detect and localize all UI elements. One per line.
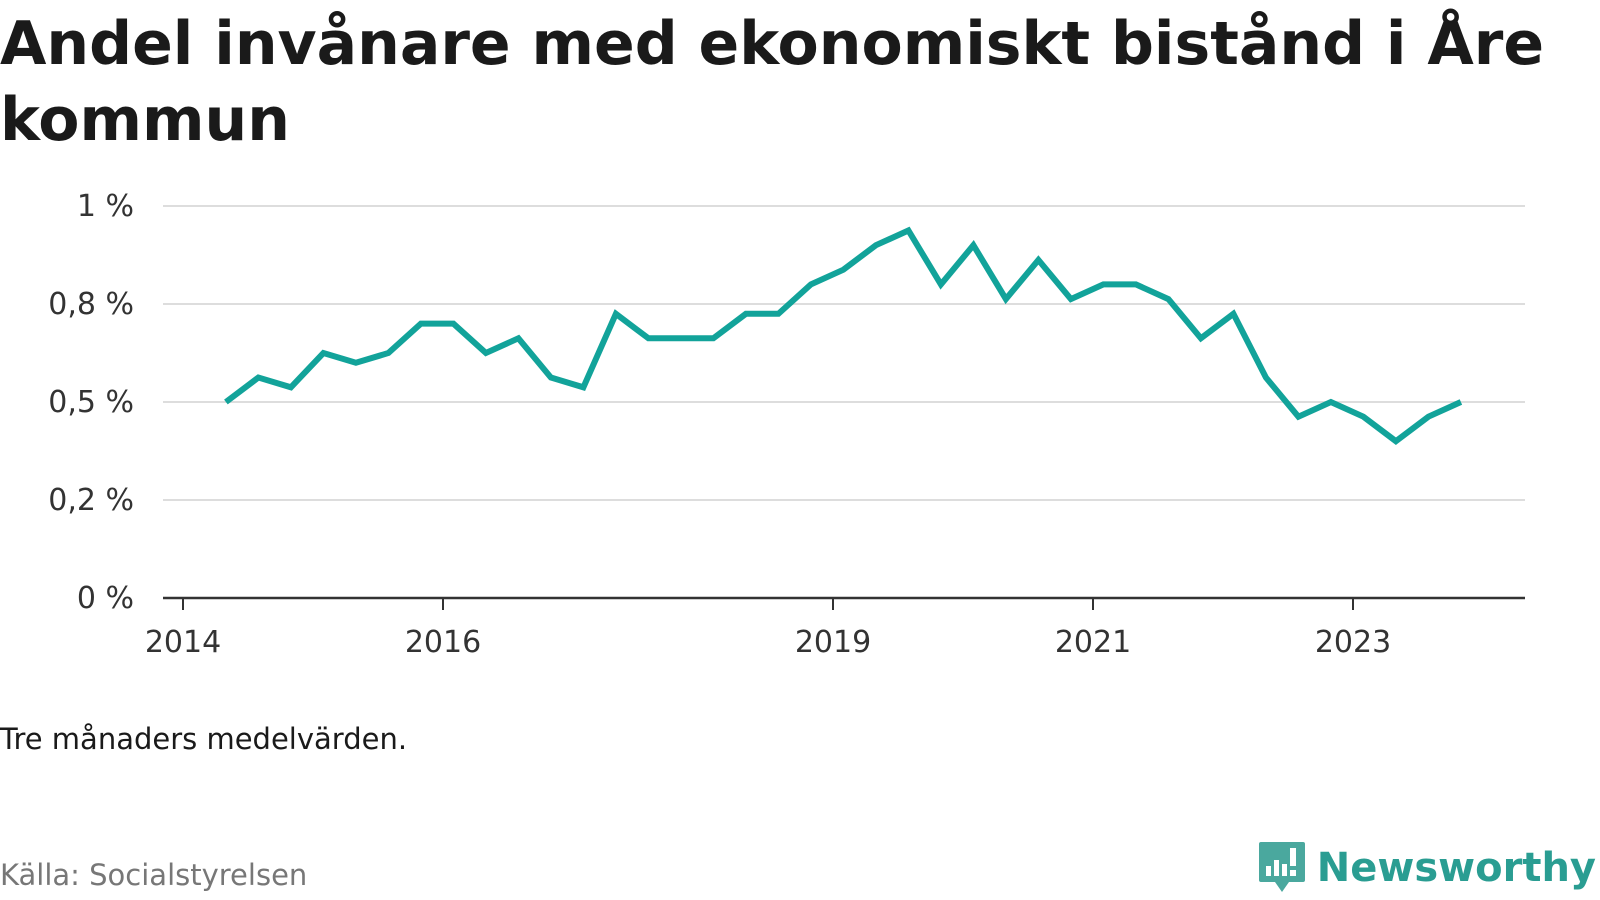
- x-axis: 2014 2016 2019 2021 2023: [145, 596, 1525, 660]
- brand-name: Newsworthy: [1316, 845, 1596, 891]
- x-tick-label: 2019: [795, 625, 871, 660]
- chart-note: Tre månaders medelvärden.: [0, 722, 408, 756]
- y-tick-label: 1 %: [77, 189, 134, 224]
- series-layer: [224, 226, 1463, 445]
- x-tick-label: 2014: [145, 625, 221, 660]
- chart-title: Andel invånare med ekonomiskt bistånd i …: [0, 9, 1545, 155]
- x-tick-label: 2016: [405, 625, 481, 660]
- x-tick-label: 2023: [1315, 625, 1391, 660]
- y-tick-label: 0,2 %: [48, 483, 134, 518]
- x-tick-label: 2021: [1055, 625, 1131, 660]
- grid-lines: [163, 205, 1525, 501]
- y-tick-label: 0,8 %: [48, 287, 134, 322]
- y-axis: 0 % 0,2 % 0,5 % 0,8 % 1 %: [48, 189, 134, 616]
- newsworthy-logo-icon: [1258, 842, 1305, 892]
- y-tick-label: 0,5 %: [48, 385, 134, 420]
- source-text: Källa: Socialstyrelsen: [0, 858, 308, 892]
- y-tick-label: 0 %: [77, 581, 134, 616]
- line-chart: 0 %0,2 %0,5 %0,8 %1 % 2014 2016 2019 2021 20…: [48, 189, 1525, 660]
- series-line: [224, 226, 1463, 445]
- brand-logo[interactable]: Newsworthy: [1257, 840, 1596, 896]
